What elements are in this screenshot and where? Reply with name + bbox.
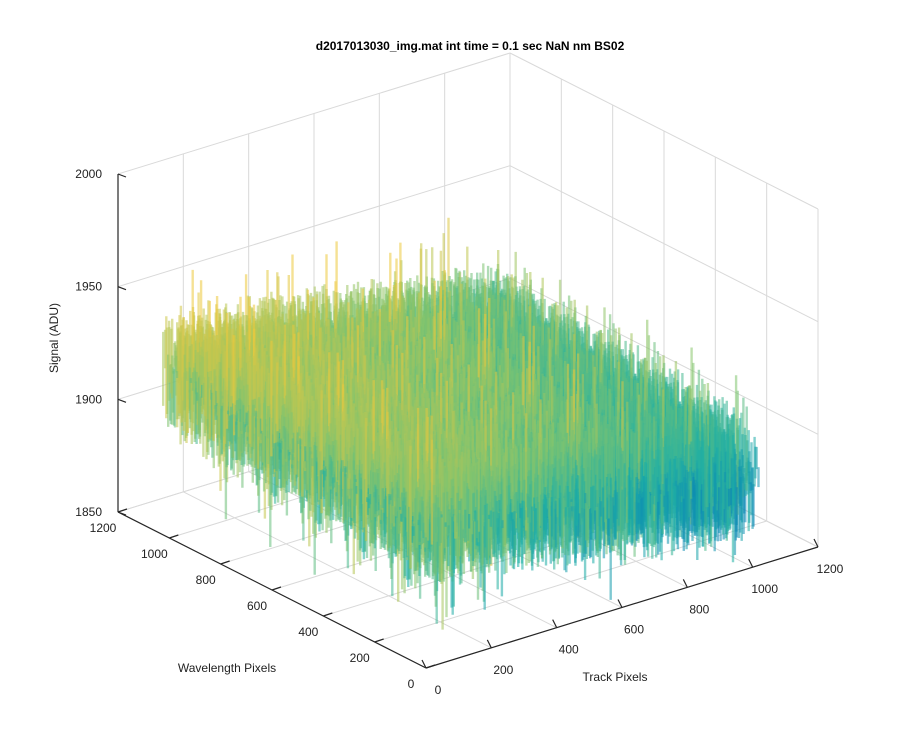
gridline: [374, 520, 767, 643]
gridline: [509, 165, 819, 323]
gridline: [509, 52, 819, 210]
gridline: [117, 165, 511, 288]
chart-title: d2017013030_img.mat int time = 0.1 sec N…: [316, 39, 625, 53]
surface-mesh: [161, 217, 760, 630]
gridline: [117, 52, 511, 175]
